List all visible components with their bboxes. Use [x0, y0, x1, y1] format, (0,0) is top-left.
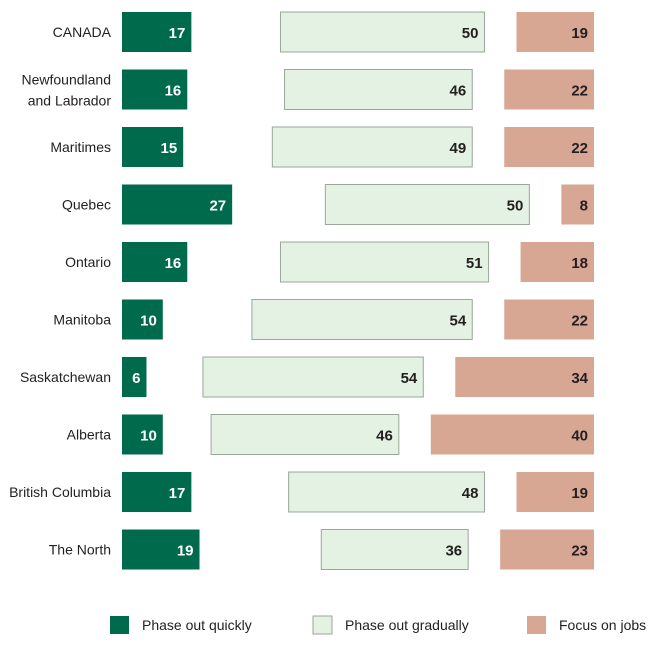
bar-focus-on-jobs: [500, 529, 594, 570]
value-label: 46: [450, 83, 467, 100]
value-label: 50: [462, 25, 479, 42]
bar-phase-out-quickly: [122, 184, 233, 225]
category-label: The North: [49, 542, 111, 558]
bar-phase-out-gradually: [271, 126, 473, 168]
value-label: 6: [132, 370, 140, 387]
legend-swatch: [110, 616, 129, 634]
bar-focus-on-jobs: [504, 69, 594, 110]
value-label: 49: [450, 140, 467, 157]
legend-label: Phase out quickly: [142, 617, 252, 633]
bar-focus-on-jobs: [516, 12, 594, 52]
bar-phase-out-gradually: [251, 299, 473, 340]
bar-focus-on-jobs: [430, 414, 594, 455]
bar-focus-on-jobs: [520, 242, 594, 282]
bar-focus-on-jobs: [516, 472, 594, 512]
bar-phase-out-gradually: [279, 241, 490, 283]
value-label: 18: [571, 255, 588, 272]
bar-focus-on-jobs: [561, 184, 594, 225]
bar-phase-out-quickly: [122, 242, 188, 282]
category-label: Alberta: [67, 427, 112, 443]
legend-swatch: [527, 616, 546, 634]
bar-focus-on-jobs: [504, 127, 594, 167]
bars-layer: [122, 11, 594, 570]
value-label: 15: [161, 140, 178, 157]
bar-phase-out-gradually: [202, 356, 424, 398]
category-label: Saskatchewan: [20, 369, 111, 385]
value-label: 17: [169, 25, 186, 42]
bar-phase-out-quickly: [122, 299, 163, 340]
category-label: Ontario: [65, 254, 111, 270]
value-label: 54: [450, 313, 467, 330]
legend-label: Phase out gradually: [345, 617, 469, 633]
value-label: 50: [507, 198, 524, 215]
value-label: 23: [571, 543, 588, 560]
bar-phase-out-gradually: [279, 11, 485, 53]
bar-phase-out-quickly: [122, 472, 192, 512]
value-label: 19: [571, 485, 588, 502]
value-label: 8: [580, 198, 588, 215]
value-label: 19: [177, 543, 194, 560]
value-label: 17: [169, 485, 186, 502]
value-label: 22: [571, 313, 588, 330]
bar-phase-out-quickly: [122, 357, 147, 397]
value-label: 54: [401, 370, 418, 387]
bar-focus-on-jobs: [504, 299, 594, 340]
value-label: 51: [466, 255, 483, 272]
value-label: 10: [140, 428, 157, 445]
value-label: 27: [209, 198, 226, 215]
value-label: 16: [165, 83, 182, 100]
legend: Phase out quickly Phase out gradually Focu…: [110, 615, 646, 635]
bar-phase-out-gradually: [320, 529, 469, 570]
bar-phase-out-quickly: [122, 127, 184, 167]
value-label: 46: [376, 428, 393, 445]
bar-phase-out-gradually: [284, 69, 473, 110]
legend-swatch: [312, 615, 333, 635]
category-label: Maritimes: [50, 139, 111, 155]
bar-phase-out-quickly: [122, 414, 163, 455]
category-label: British Columbia: [9, 484, 111, 500]
category-label: Newfoundland and Labrador: [21, 72, 111, 109]
value-label: 36: [445, 543, 462, 560]
labels-layer: CANADA 17 50 19 Newfoundland and Labrador 16 46…: [9, 24, 589, 560]
value-label: 40: [571, 428, 588, 445]
bar-phase-out-gradually: [210, 414, 400, 455]
bar-focus-on-jobs: [455, 357, 594, 397]
value-label: 34: [571, 370, 588, 387]
bar-phase-out-quickly: [122, 69, 188, 110]
value-label: 19: [571, 25, 588, 42]
bar-phase-out-quickly: [122, 12, 192, 52]
value-label: 16: [165, 255, 182, 272]
bar-phase-out-quickly: [122, 529, 200, 570]
bar-phase-out-gradually: [288, 471, 485, 513]
bar-phase-out-gradually: [324, 184, 530, 225]
value-label: 22: [571, 140, 588, 157]
value-label: 10: [140, 313, 157, 330]
legend-label: Focus on jobs: [559, 617, 646, 633]
category-label: CANADA: [53, 24, 112, 40]
value-label: 22: [571, 83, 588, 100]
category-label: Quebec: [62, 197, 111, 213]
value-label: 48: [462, 485, 479, 502]
category-label: Manitoba: [53, 312, 111, 328]
